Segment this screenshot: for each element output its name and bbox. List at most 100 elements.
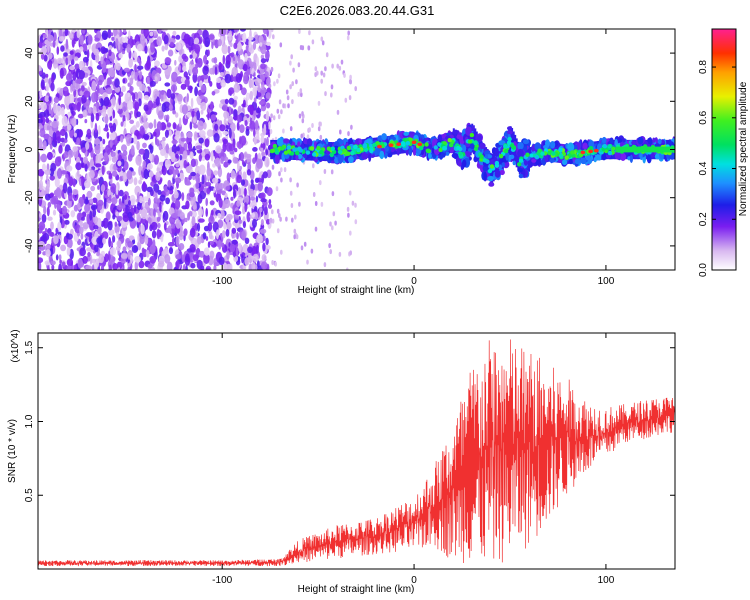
noise-cell (60, 244, 67, 252)
noise-cell (82, 43, 88, 54)
noise-cell (142, 160, 147, 168)
noise-cell (214, 157, 221, 167)
noise-cell (266, 136, 269, 146)
noise-cell (92, 197, 98, 204)
noise-cell (94, 122, 98, 134)
noise-cell (57, 221, 62, 231)
noise-cell (98, 253, 105, 264)
noise-cell (162, 210, 169, 221)
noise-cell (44, 95, 50, 102)
noise-cell (91, 80, 97, 92)
noise-cell (107, 29, 112, 39)
noise-cell (148, 152, 153, 162)
noise-cell (140, 224, 145, 235)
noise-cell (182, 264, 187, 270)
noise-cell (100, 184, 106, 193)
noise-cell (114, 221, 118, 227)
noise-cell (308, 30, 311, 36)
noise-cell (76, 137, 81, 146)
signal-cell (462, 144, 467, 153)
noise-cell (72, 189, 79, 195)
noise-cell (195, 181, 200, 190)
noise-cell (116, 261, 123, 270)
noise-cell (78, 129, 83, 138)
noise-cell (75, 79, 81, 84)
noise-cell (340, 59, 344, 65)
noise-cell (253, 136, 257, 145)
signal-peak-cell (489, 164, 495, 169)
noise-cell (289, 190, 293, 196)
noise-cell (51, 264, 55, 270)
noise-cell (66, 233, 70, 238)
noise-cell (171, 71, 178, 83)
noise-cell (189, 86, 193, 94)
signal-peak-cell (479, 154, 484, 159)
noise-cell (227, 45, 231, 54)
noise-cell (78, 69, 86, 80)
snr-panel: -100 0 100 0.5 1.0 1.5 Height of straight lin… (7, 329, 676, 595)
noise-cell (116, 231, 120, 239)
signal-cell (506, 130, 513, 135)
signal-peak-cell (602, 144, 608, 149)
noise-cell (282, 128, 285, 134)
noise-cell (238, 186, 242, 197)
noise-cell (117, 107, 123, 115)
noise-cell (73, 264, 78, 270)
noise-cell (225, 186, 231, 191)
signal-peak-cell (607, 144, 612, 149)
signal-cell (494, 147, 499, 158)
noise-cell (259, 42, 263, 47)
signal-cell (629, 154, 634, 163)
noise-cell (266, 102, 271, 109)
noise-cell (143, 196, 149, 202)
signal-peak-cell (329, 152, 334, 158)
noise-cell (208, 34, 215, 40)
signal-peak-cell (518, 158, 524, 163)
noise-cell (220, 99, 227, 104)
noise-cell (227, 29, 234, 32)
noise-cell (111, 197, 118, 205)
noise-cell (253, 97, 257, 103)
noise-cell (159, 201, 162, 212)
noise-cell (280, 249, 283, 255)
noise-cell (94, 144, 101, 155)
signal-max-cell (396, 142, 402, 146)
noise-cell (65, 96, 71, 106)
noise-cell (298, 29, 301, 34)
noise-cell (157, 208, 160, 216)
noise-cell (349, 74, 352, 80)
noise-cell (118, 41, 121, 51)
noise-cell (110, 183, 117, 194)
noise-cell (56, 57, 64, 64)
noise-cell (246, 69, 251, 76)
noise-cell (145, 219, 149, 230)
noise-cell (278, 99, 282, 105)
noise-cell (210, 114, 217, 121)
noise-cell (262, 171, 268, 179)
noise-cell (81, 66, 89, 72)
noise-cell (77, 113, 84, 119)
noise-cell (320, 201, 324, 207)
noise-cell (38, 227, 43, 234)
signal-peak-cell (485, 159, 490, 164)
noise-cell (156, 167, 160, 172)
noise-cell (60, 106, 65, 117)
noise-cell (205, 207, 208, 217)
colorbar-gradient (712, 29, 736, 270)
noise-cell (253, 130, 256, 137)
noise-cell (135, 121, 140, 128)
noise-cell (45, 82, 50, 92)
noise-cell (52, 195, 59, 205)
signal-cell (517, 167, 523, 173)
noise-cell (248, 61, 254, 68)
noise-cell (84, 118, 88, 124)
signal-cell (467, 148, 473, 153)
signal-cell (507, 126, 513, 131)
noise-cell (109, 247, 117, 256)
noise-cell (116, 62, 121, 71)
noise-cell (44, 169, 51, 176)
signal-max-cell (417, 142, 423, 147)
signal-cell (479, 142, 486, 150)
signal-cell (457, 160, 462, 167)
noise-cell (190, 158, 196, 168)
